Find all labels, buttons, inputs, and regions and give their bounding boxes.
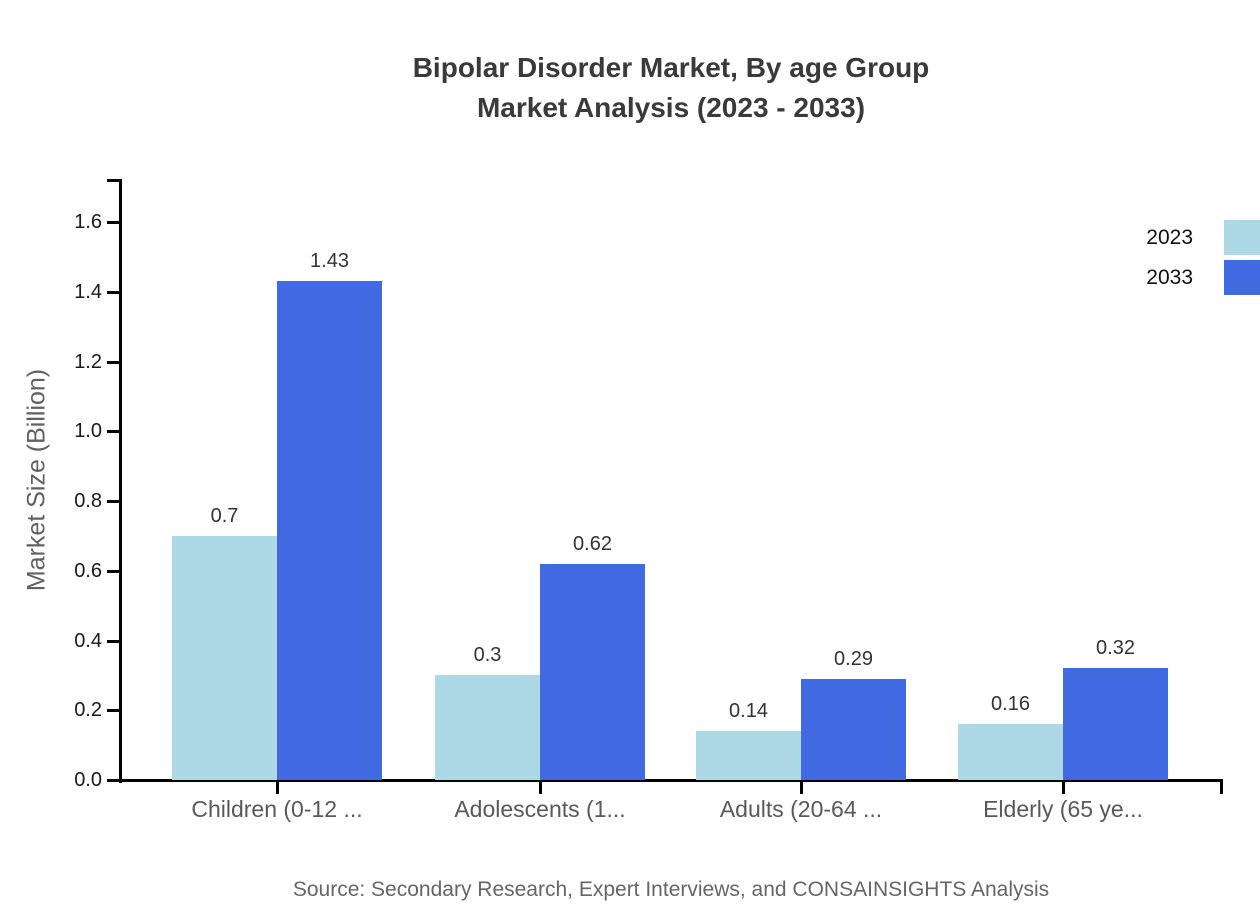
bar-2023 <box>696 731 801 780</box>
x-axis-end-cap <box>1220 779 1223 794</box>
chart-title: Bipolar Disorder Market, By age Group Ma… <box>413 48 930 128</box>
legend-swatch-2033 <box>1224 260 1260 295</box>
chart-title-line1: Bipolar Disorder Market, By age Group <box>412 52 930 83</box>
y-tick-label: 0.2 <box>74 699 102 721</box>
value-label: 0.29 <box>834 648 873 670</box>
category-label: Adolescents (1... <box>454 796 626 822</box>
y-axis-label: Market Size (Billion) <box>22 368 51 592</box>
y-tick-label: 1.0 <box>74 420 102 442</box>
value-label: 0.7 <box>210 505 239 527</box>
value-label: 0.3 <box>473 644 502 666</box>
y-tick <box>107 500 120 503</box>
y-tick-label: 0.6 <box>74 560 102 582</box>
bar-2023 <box>172 536 277 780</box>
x-axis-line <box>119 779 1223 782</box>
value-label: 0.14 <box>729 700 768 722</box>
y-tick <box>107 570 120 573</box>
category-label: Children (0-12 ... <box>191 796 363 822</box>
y-tick-label: 0.8 <box>74 490 102 512</box>
value-label: 1.43 <box>310 250 349 272</box>
value-label: 0.16 <box>991 693 1030 715</box>
y-tick <box>107 221 120 224</box>
category-label: Elderly (65 ye... <box>983 796 1143 822</box>
chart-title-line2: Market Analysis (2023 - 2033) <box>476 92 866 123</box>
y-tick-label: 1.6 <box>74 211 102 233</box>
bar-2033 <box>277 281 382 780</box>
y-tick-label: 0.0 <box>74 769 102 791</box>
value-label: 0.32 <box>1096 637 1135 659</box>
y-tick <box>107 361 120 364</box>
x-tick <box>276 782 279 794</box>
bar-2023 <box>958 724 1063 780</box>
value-label: 0.62 <box>573 533 612 555</box>
x-tick <box>1062 782 1065 794</box>
y-tick <box>107 640 120 643</box>
y-tick <box>107 291 120 294</box>
y-tick <box>107 430 120 433</box>
x-tick <box>800 782 803 794</box>
x-tick <box>539 782 542 794</box>
y-axis-spine <box>119 179 122 783</box>
source-text: Source: Secondary Research, Expert Inter… <box>292 878 1050 901</box>
y-tick-label: 1.4 <box>74 281 102 303</box>
legend-label-2023: 2023 <box>1146 226 1193 249</box>
bar-2033 <box>540 564 645 780</box>
y-tick <box>107 779 120 782</box>
bar-2023 <box>435 675 540 780</box>
bar-2033 <box>801 679 906 780</box>
y-axis-end-cap <box>107 179 122 182</box>
category-label: Adults (20-64 ... <box>719 796 883 822</box>
legend-label-2033: 2033 <box>1146 266 1193 289</box>
y-tick-label: 1.2 <box>74 351 102 373</box>
legend-swatch-2023 <box>1224 220 1260 255</box>
y-tick-label: 0.4 <box>74 630 102 652</box>
bar-2033 <box>1063 668 1168 780</box>
y-tick <box>107 709 120 712</box>
